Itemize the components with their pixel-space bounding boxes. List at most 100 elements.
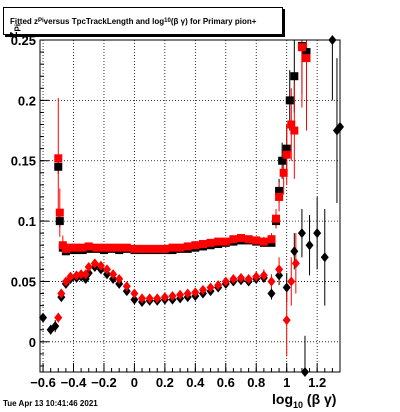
data-point-square-0 xyxy=(54,162,63,171)
data-point-square-2 xyxy=(168,243,177,252)
data-point-square-2 xyxy=(78,243,87,252)
data-point-square-2 xyxy=(282,150,291,159)
y-tick-label: 0.25 xyxy=(11,33,36,48)
data-point-diamond-3 xyxy=(252,271,261,282)
data-point-diamond-3 xyxy=(122,281,131,292)
data-point-square-2 xyxy=(61,244,70,253)
data-markers xyxy=(39,35,344,377)
data-point-diamond-3 xyxy=(291,258,300,269)
data-point-diamond-3 xyxy=(145,293,154,304)
data-point-diamond-3 xyxy=(54,312,63,323)
data-point-square-0 xyxy=(302,48,311,57)
data-point-square-0 xyxy=(55,217,64,226)
data-point-square-2 xyxy=(66,243,75,252)
data-point-diamond-1 xyxy=(297,228,306,239)
x-axis-label-main: log xyxy=(272,391,293,407)
data-point-diamond-3 xyxy=(103,264,112,275)
data-point-diamond-3 xyxy=(168,290,177,301)
data-point-diamond-1 xyxy=(130,294,139,305)
x-axis-label-rest: (β γ) xyxy=(303,391,337,407)
data-point-diamond-3 xyxy=(214,280,223,291)
data-point-square-2 xyxy=(221,237,230,246)
x-tick-label: 1.2 xyxy=(308,375,326,390)
data-point-diamond-3 xyxy=(244,274,253,285)
data-point-square-2 xyxy=(279,168,288,177)
x-tick-label: 1 xyxy=(283,375,290,390)
x-tick-label: 0.6 xyxy=(217,375,235,390)
data-point-diamond-3 xyxy=(176,289,185,300)
data-point-square-0 xyxy=(285,96,294,105)
data-point-diamond-3 xyxy=(282,315,291,326)
data-point-diamond-1 xyxy=(320,252,329,263)
data-point-square-2 xyxy=(138,244,147,253)
data-point-diamond-3 xyxy=(267,276,276,287)
x-axis-label-sub: 10 xyxy=(293,399,304,410)
data-point-square-2 xyxy=(122,243,131,252)
data-point-diamond-3 xyxy=(130,288,139,299)
data-point-square-2 xyxy=(252,236,261,245)
data-point-diamond-3 xyxy=(183,288,192,299)
data-point-diamond-3 xyxy=(109,269,118,280)
data-point-diamond-1 xyxy=(290,246,299,257)
data-point-square-2 xyxy=(290,126,299,135)
timestamp: Tue Apr 13 10:41:46 2021 xyxy=(3,399,98,408)
y-tick-label: 0.15 xyxy=(11,154,36,169)
data-point-square-2 xyxy=(145,244,154,253)
x-tick-label: 0.8 xyxy=(247,375,265,390)
data-point-diamond-3 xyxy=(77,269,86,280)
data-point-diamond-3 xyxy=(66,271,75,282)
data-point-square-2 xyxy=(214,237,223,246)
title-suffix: (β γ) for Primary pion+ xyxy=(170,16,257,26)
data-point-square-2 xyxy=(302,54,311,63)
data-point-square-2 xyxy=(237,233,246,242)
data-point-diamond-3 xyxy=(81,269,90,280)
data-point-square-2 xyxy=(115,243,124,252)
data-point-diamond-3 xyxy=(57,288,66,299)
data-point-diamond-3 xyxy=(61,276,70,287)
x-axis-label: log10 (β γ) xyxy=(272,391,336,410)
data-point-square-2 xyxy=(244,235,253,244)
x-tick-label: 0.2 xyxy=(156,375,174,390)
x-tick-label: 0 xyxy=(131,375,138,390)
y-axis-label-sub: Pi xyxy=(13,23,23,32)
data-point-diamond-3 xyxy=(275,264,284,275)
data-point-diamond-3 xyxy=(259,270,268,281)
data-point-square-2 xyxy=(107,243,116,252)
data-point-diamond-3 xyxy=(84,261,93,272)
title-prefix: Fitted z xyxy=(10,16,38,26)
data-point-diamond-1 xyxy=(305,240,314,251)
data-point-square-2 xyxy=(99,243,108,252)
data-point-square-0 xyxy=(278,156,287,165)
error-bars xyxy=(42,40,341,372)
data-point-square-2 xyxy=(92,243,101,252)
data-point-diamond-3 xyxy=(90,258,99,269)
data-point-diamond-3 xyxy=(206,282,215,293)
data-point-square-2 xyxy=(206,238,215,247)
plot-title: Fitted z Pi versus TpcTrackLength and log… xyxy=(3,7,283,35)
data-point-diamond-3 xyxy=(287,276,296,287)
data-point-square-2 xyxy=(267,235,276,244)
axis-ticks xyxy=(40,39,333,372)
data-point-square-2 xyxy=(275,192,284,201)
data-point-square-2 xyxy=(198,240,207,249)
data-point-diamond-3 xyxy=(96,260,105,271)
data-point-diamond-1 xyxy=(275,270,284,281)
y-tick-label: 0 xyxy=(29,335,36,350)
data-point-square-0 xyxy=(275,186,284,195)
data-point-diamond-3 xyxy=(221,276,230,287)
data-point-diamond-3 xyxy=(115,274,124,285)
data-point-square-0 xyxy=(290,72,299,81)
data-point-square-2 xyxy=(160,244,169,253)
title-sub1: Pi xyxy=(38,18,44,24)
plot-frame xyxy=(39,39,341,373)
y-axis-label: zPi xyxy=(5,24,23,38)
data-point-diamond-3 xyxy=(191,287,200,298)
data-point-diamond-3 xyxy=(138,293,147,304)
y-tick-label: 0.2 xyxy=(18,93,36,108)
data-point-square-2 xyxy=(176,243,185,252)
data-point-square-2 xyxy=(191,241,200,250)
data-point-diamond-3 xyxy=(237,272,246,283)
data-point-square-2 xyxy=(229,235,238,244)
data-point-diamond-1 xyxy=(51,321,60,332)
